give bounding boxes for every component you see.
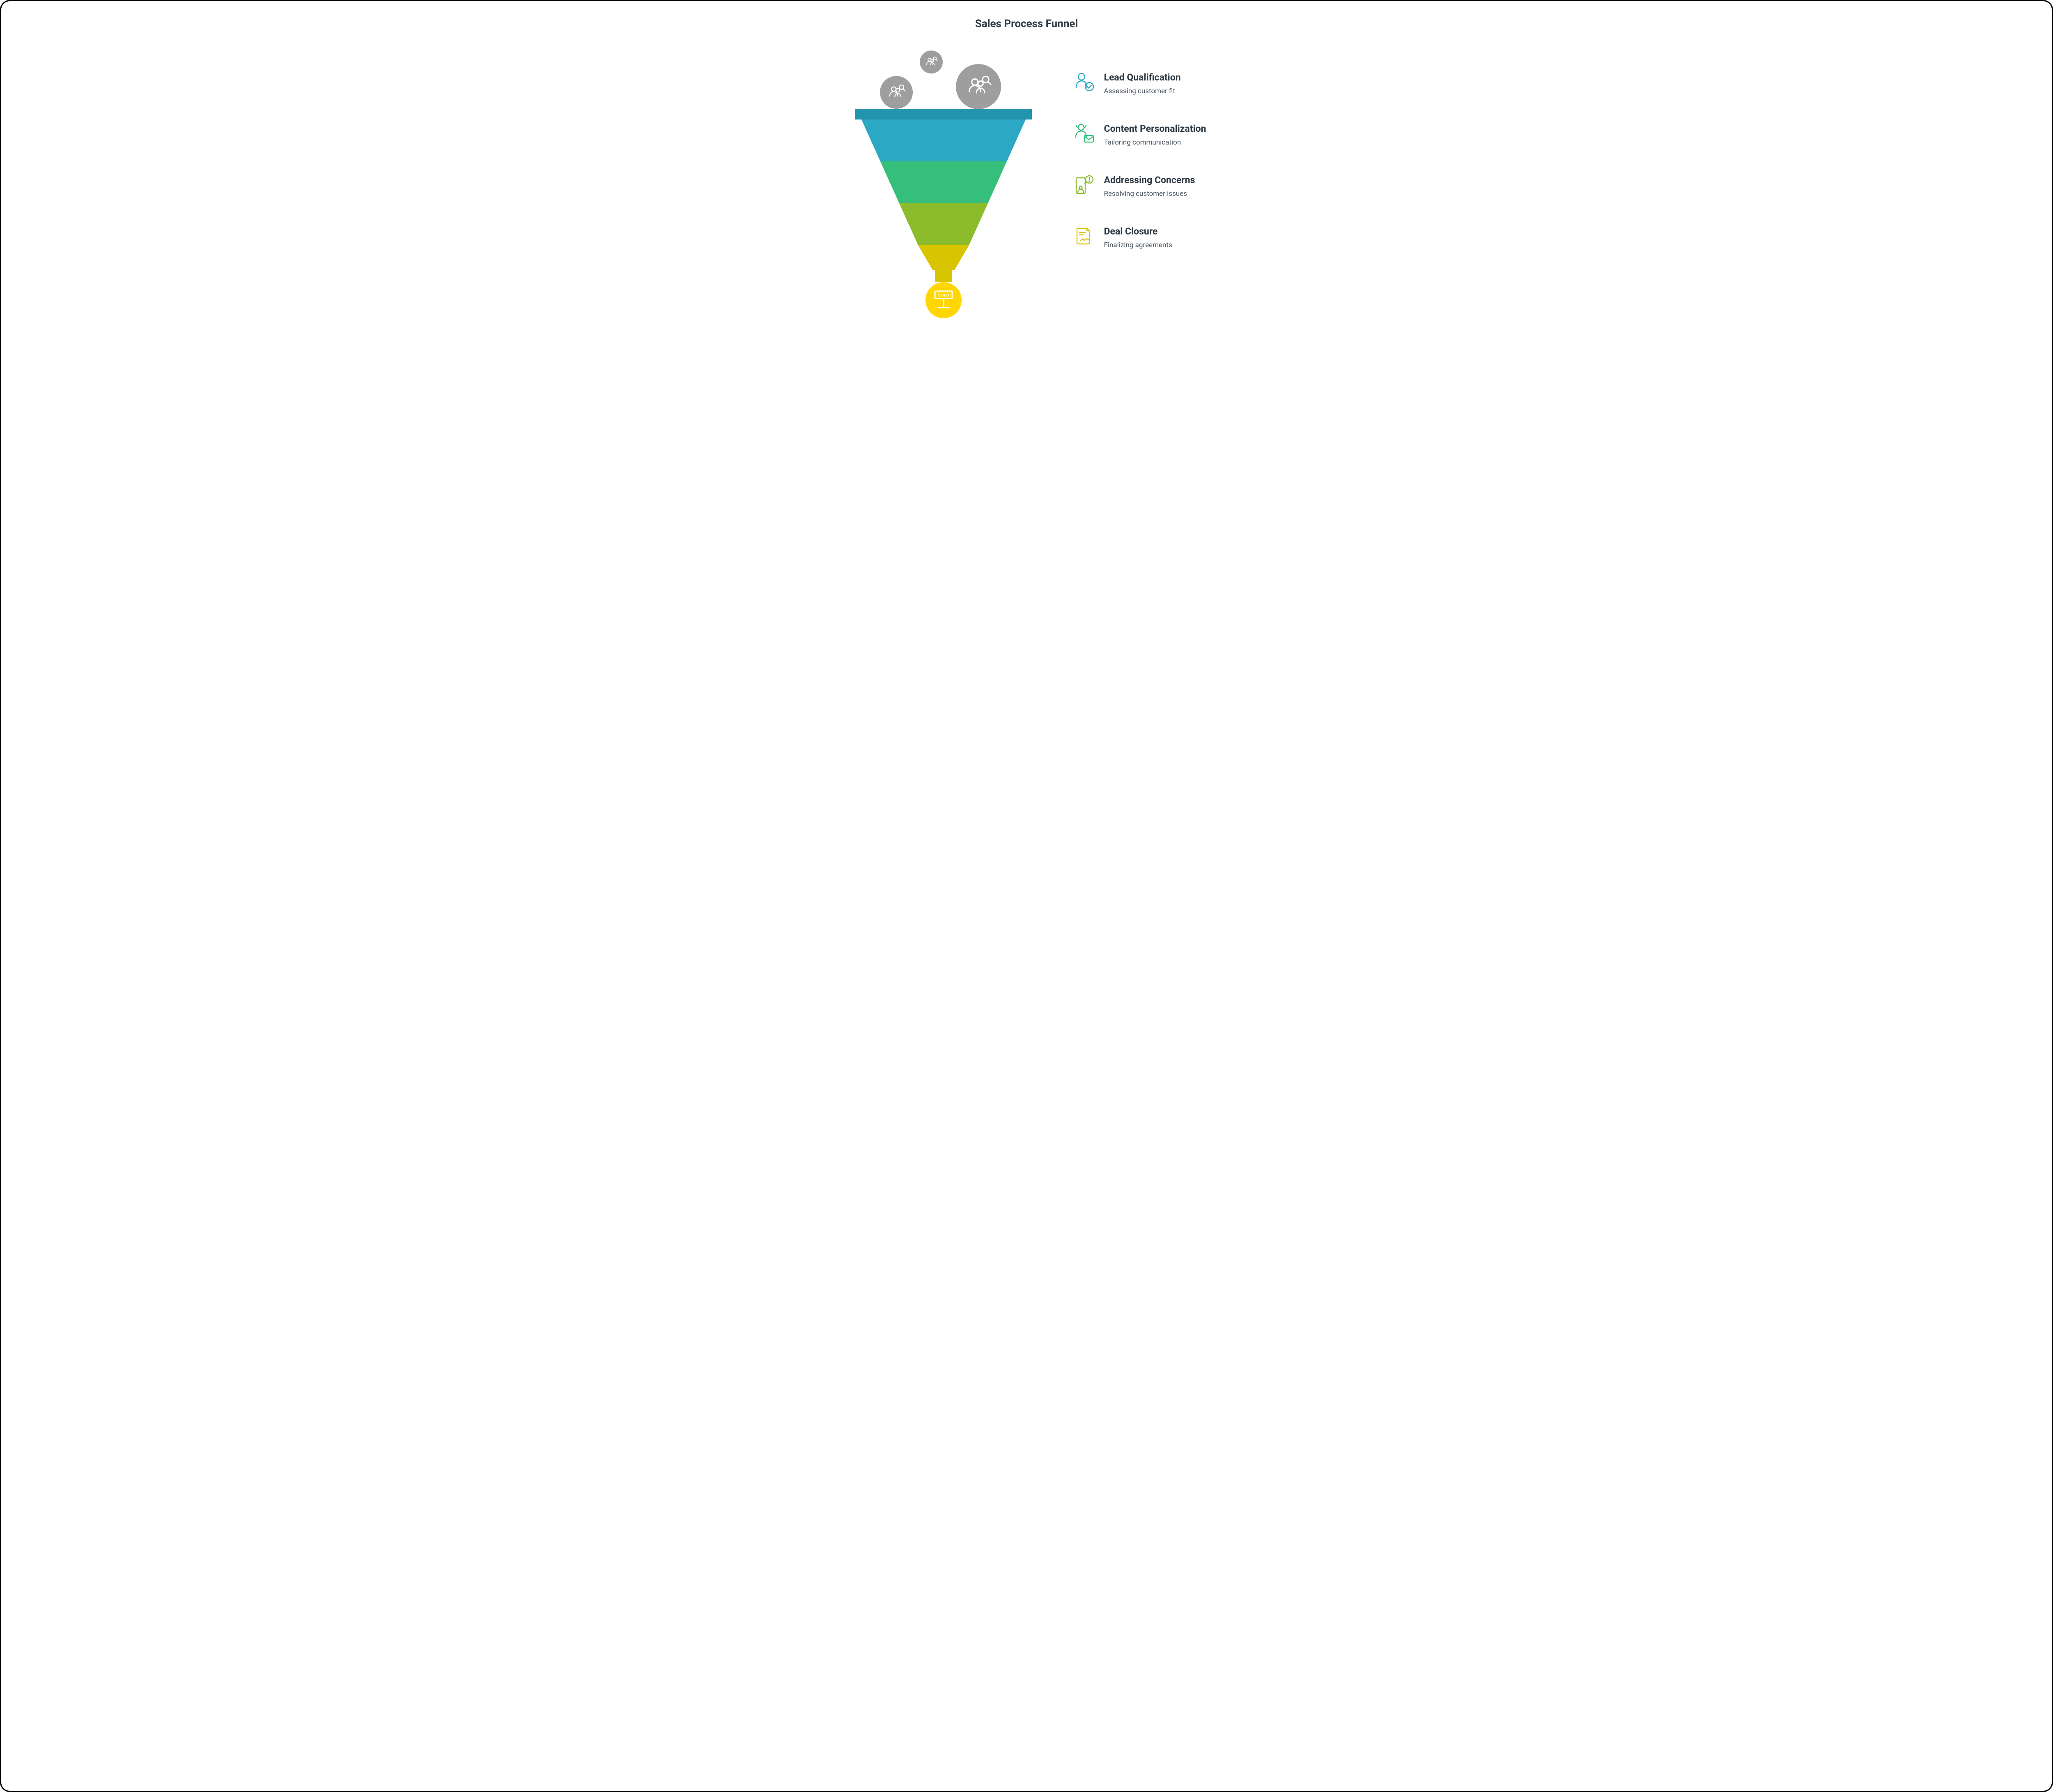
stage-text: Deal Closure Finalizing agreements — [1104, 225, 1172, 249]
stage-subtitle: Assessing customer fit — [1104, 87, 1181, 95]
funnel-body — [855, 109, 1032, 282]
stage-subtitle: Tailoring communication — [1104, 138, 1206, 147]
stage-text: Lead Qualification Assessing customer fi… — [1104, 71, 1181, 95]
stage-text: Content Personalization Tailoring commun… — [1104, 122, 1206, 147]
lead-bubble-1 — [880, 76, 913, 109]
stage-content-personalization: Content Personalization Tailoring commun… — [1073, 122, 1206, 147]
contract-handshake-icon — [1073, 225, 1095, 247]
stage-text: Addressing Concerns Resolving customer i… — [1104, 174, 1195, 198]
funnel-seg-3 — [899, 203, 988, 245]
stage-subtitle: Resolving customer issues — [1104, 190, 1195, 198]
infographic-frame: Sales Process Funnel — [0, 0, 2053, 1792]
funnel-graphic: SOLD — [847, 42, 1040, 322]
stage-title: Addressing Concerns — [1104, 175, 1195, 186]
funnel-output: SOLD — [925, 282, 962, 318]
stages-column: Lead Qualification Assessing customer fi… — [1073, 42, 1206, 249]
content-row: SOLD Lead Qualification Assessin — [26, 42, 2027, 322]
stage-title: Lead Qualification — [1104, 72, 1181, 83]
funnel-lip — [855, 109, 1032, 119]
funnel-column: SOLD — [847, 42, 1040, 322]
stage-title: Content Personalization — [1104, 123, 1206, 134]
stage-lead-qualification: Lead Qualification Assessing customer fi… — [1073, 71, 1206, 95]
lead-bubble-2 — [920, 51, 943, 74]
funnel-seg-2 — [880, 161, 1007, 203]
funnel-spout — [935, 270, 952, 282]
person-mail-icon — [1073, 122, 1095, 145]
stage-subtitle: Finalizing agreements — [1104, 241, 1172, 249]
phone-alert-icon — [1073, 174, 1095, 196]
funnel-seg-4 — [918, 245, 969, 270]
page-title: Sales Process Funnel — [26, 18, 2027, 30]
stage-addressing-concerns: Addressing Concerns Resolving customer i… — [1073, 174, 1206, 198]
sold-label: SOLD — [938, 293, 949, 298]
stage-title: Deal Closure — [1104, 226, 1172, 237]
lead-bubbles-group — [880, 51, 1001, 109]
stage-deal-closure: Deal Closure Finalizing agreements — [1073, 225, 1206, 249]
lead-bubble-3 — [956, 64, 1001, 109]
person-check-icon — [1073, 71, 1095, 93]
funnel-seg-1 — [861, 119, 1026, 161]
